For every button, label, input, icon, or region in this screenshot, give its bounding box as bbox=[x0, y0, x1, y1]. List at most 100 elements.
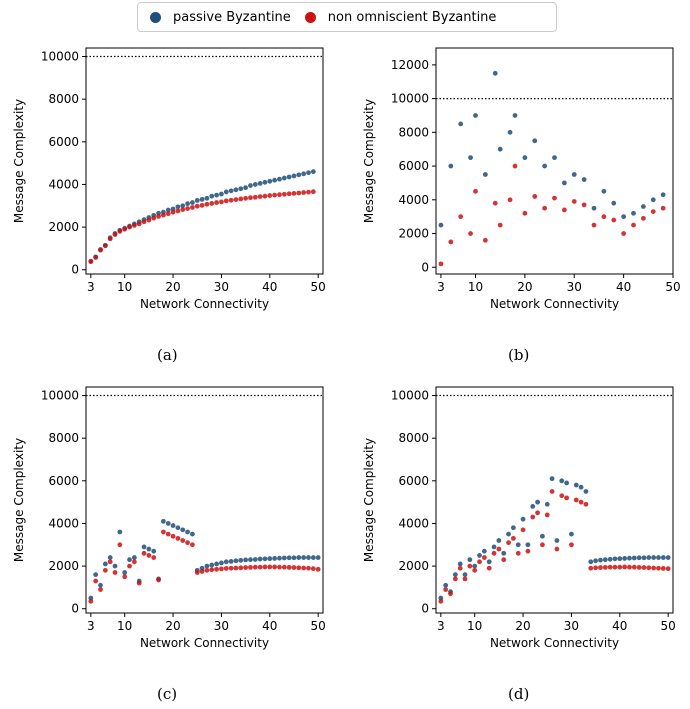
data-point-passive bbox=[473, 113, 478, 118]
data-point-nonomniscient bbox=[506, 540, 511, 546]
data-point-nonomniscient bbox=[243, 565, 249, 570]
data-point-nonomniscient bbox=[641, 565, 647, 570]
data-point-nonomniscient bbox=[458, 214, 464, 220]
data-point-passive bbox=[223, 189, 229, 195]
data-point-nonomniscient bbox=[296, 565, 302, 571]
data-point-nonomniscient bbox=[660, 566, 666, 571]
data-point-nonomniscient bbox=[194, 203, 200, 209]
y-tick-label: 0 bbox=[71, 263, 79, 277]
data-point-passive bbox=[93, 572, 99, 578]
data-point-passive bbox=[180, 203, 186, 209]
data-point-passive bbox=[185, 201, 190, 207]
x-tick-label: 10 bbox=[117, 280, 132, 294]
data-point-nonomniscient bbox=[622, 564, 628, 570]
x-tick-label: 50 bbox=[311, 280, 326, 294]
data-point-passive bbox=[656, 555, 661, 560]
data-point-passive bbox=[631, 555, 637, 561]
data-point-nonomniscient bbox=[564, 495, 569, 501]
data-point-nonomniscient bbox=[491, 550, 497, 556]
y-tick-label: 10000 bbox=[391, 92, 429, 106]
data-point-passive bbox=[578, 484, 584, 490]
data-point-nonomniscient bbox=[267, 193, 273, 198]
data-point-nonomniscient bbox=[98, 247, 103, 253]
data-point-nonomniscient bbox=[549, 489, 555, 494]
data-point-passive bbox=[512, 113, 518, 118]
x-tick-label: 30 bbox=[564, 619, 579, 633]
data-point-nonomniscient bbox=[277, 192, 282, 198]
data-point-nonomniscient bbox=[277, 564, 282, 570]
data-point-nonomniscient bbox=[219, 199, 224, 205]
data-point-nonomniscient bbox=[636, 564, 642, 570]
data-point-nonomniscient bbox=[473, 188, 478, 194]
y-tick-label: 6000 bbox=[48, 474, 79, 488]
data-point-passive bbox=[146, 546, 152, 552]
data-point-passive bbox=[296, 172, 302, 178]
data-point-passive bbox=[286, 555, 292, 561]
data-point-nonomniscient bbox=[544, 512, 550, 518]
data-point-passive bbox=[651, 555, 657, 560]
data-point-passive bbox=[467, 557, 473, 563]
data-point-nonomniscient bbox=[660, 205, 666, 211]
data-point-passive bbox=[310, 555, 316, 560]
data-point-nonomniscient bbox=[146, 217, 152, 223]
data-point-nonomniscient bbox=[507, 197, 513, 203]
data-point-passive bbox=[497, 146, 503, 152]
data-point-passive bbox=[532, 138, 538, 144]
data-point-nonomniscient bbox=[146, 553, 152, 558]
data-point-nonomniscient bbox=[286, 564, 292, 570]
y-tick-label: 2000 bbox=[48, 220, 79, 234]
data-point-passive bbox=[522, 155, 528, 161]
data-point-passive bbox=[296, 555, 302, 560]
data-point-passive bbox=[660, 555, 666, 560]
data-point-passive bbox=[243, 185, 249, 191]
data-point-passive bbox=[540, 533, 545, 539]
data-point-passive bbox=[621, 214, 627, 220]
data-point-passive bbox=[165, 207, 171, 213]
data-point-passive bbox=[486, 559, 492, 565]
data-point-passive bbox=[248, 557, 253, 563]
data-point-nonomniscient bbox=[552, 195, 557, 201]
data-point-nonomniscient bbox=[151, 555, 157, 560]
data-point-passive bbox=[219, 191, 224, 197]
data-point-passive bbox=[542, 163, 548, 169]
data-point-nonomniscient bbox=[262, 193, 268, 199]
data-point-passive bbox=[209, 562, 215, 568]
data-point-passive bbox=[151, 548, 157, 554]
x-tick-label: 20 bbox=[165, 619, 180, 633]
data-point-passive bbox=[583, 489, 589, 494]
data-point-nonomniscient bbox=[554, 546, 560, 552]
data-point-nonomniscient bbox=[252, 564, 258, 570]
data-point-nonomniscient bbox=[141, 219, 147, 225]
data-point-nonomniscient bbox=[185, 206, 190, 211]
data-point-passive bbox=[248, 183, 253, 188]
data-point-nonomniscient bbox=[482, 237, 488, 243]
data-point-nonomniscient bbox=[127, 563, 132, 569]
data-point-passive bbox=[223, 559, 229, 565]
data-point-passive bbox=[175, 525, 181, 531]
data-point-passive bbox=[569, 531, 574, 537]
data-point-nonomniscient bbox=[185, 540, 190, 546]
data-point-nonomniscient bbox=[448, 239, 454, 245]
data-point-passive bbox=[122, 570, 128, 575]
x-tick-label: 10 bbox=[467, 619, 482, 633]
data-point-nonomniscient bbox=[591, 222, 597, 228]
data-point-nonomniscient bbox=[593, 565, 599, 571]
data-point-nonomniscient bbox=[598, 565, 603, 570]
legend-label-passive: passive Byzantine bbox=[173, 9, 291, 25]
data-point-passive bbox=[552, 155, 557, 161]
y-tick-label: 4000 bbox=[48, 516, 79, 530]
data-point-passive bbox=[573, 482, 579, 488]
data-point-passive bbox=[257, 180, 263, 186]
data-point-passive bbox=[190, 200, 195, 205]
x-tick-label: 10 bbox=[468, 280, 483, 294]
data-point-nonomniscient bbox=[141, 550, 147, 556]
data-point-passive bbox=[194, 198, 200, 203]
data-point-passive bbox=[281, 175, 287, 181]
x-tick-label: 20 bbox=[165, 280, 180, 294]
data-point-nonomniscient bbox=[646, 565, 652, 571]
data-point-nonomniscient bbox=[310, 189, 316, 195]
x-tick-label: 3 bbox=[87, 280, 95, 294]
data-point-nonomniscient bbox=[617, 564, 623, 570]
data-point-nonomniscient bbox=[180, 207, 186, 213]
